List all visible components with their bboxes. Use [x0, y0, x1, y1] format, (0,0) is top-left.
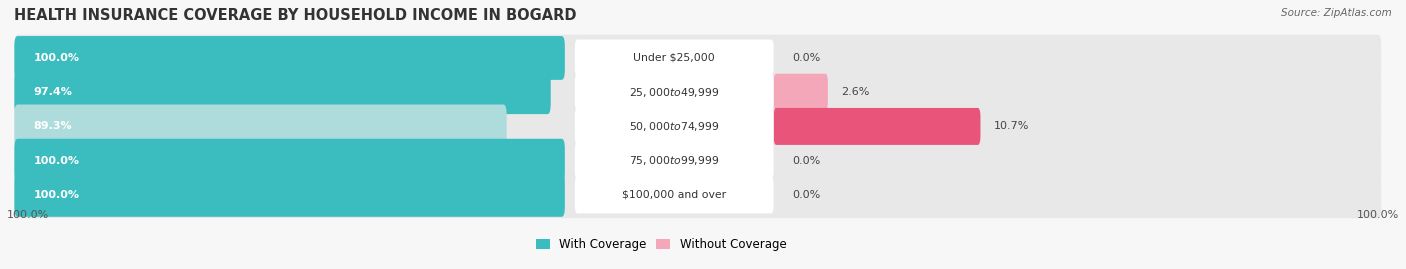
Text: Under $25,000: Under $25,000	[633, 53, 716, 63]
Text: $25,000 to $49,999: $25,000 to $49,999	[628, 86, 720, 99]
FancyBboxPatch shape	[575, 74, 773, 111]
FancyBboxPatch shape	[14, 35, 1381, 81]
Text: $100,000 and over: $100,000 and over	[623, 190, 727, 200]
Text: 0.0%: 0.0%	[792, 190, 820, 200]
FancyBboxPatch shape	[14, 70, 551, 114]
FancyBboxPatch shape	[14, 139, 565, 183]
FancyBboxPatch shape	[14, 172, 1381, 218]
FancyBboxPatch shape	[14, 103, 1381, 150]
Text: 10.7%: 10.7%	[994, 121, 1029, 132]
FancyBboxPatch shape	[575, 108, 773, 145]
Text: 100.0%: 100.0%	[34, 156, 79, 166]
Text: 100.0%: 100.0%	[34, 190, 79, 200]
FancyBboxPatch shape	[14, 173, 565, 217]
Text: 2.6%: 2.6%	[841, 87, 869, 97]
FancyBboxPatch shape	[575, 40, 773, 76]
FancyBboxPatch shape	[773, 108, 980, 145]
Text: 100.0%: 100.0%	[34, 53, 79, 63]
Text: 89.3%: 89.3%	[34, 121, 72, 132]
Legend: With Coverage, Without Coverage: With Coverage, Without Coverage	[531, 234, 792, 256]
Text: 100.0%: 100.0%	[1357, 210, 1399, 220]
FancyBboxPatch shape	[14, 36, 565, 80]
Text: Source: ZipAtlas.com: Source: ZipAtlas.com	[1281, 8, 1392, 18]
Text: 100.0%: 100.0%	[7, 210, 49, 220]
Text: $75,000 to $99,999: $75,000 to $99,999	[628, 154, 720, 167]
Text: HEALTH INSURANCE COVERAGE BY HOUSEHOLD INCOME IN BOGARD: HEALTH INSURANCE COVERAGE BY HOUSEHOLD I…	[14, 8, 576, 23]
FancyBboxPatch shape	[773, 74, 828, 111]
FancyBboxPatch shape	[14, 137, 1381, 184]
FancyBboxPatch shape	[575, 176, 773, 213]
FancyBboxPatch shape	[14, 69, 1381, 115]
FancyBboxPatch shape	[14, 105, 506, 148]
FancyBboxPatch shape	[575, 142, 773, 179]
Text: $50,000 to $74,999: $50,000 to $74,999	[628, 120, 720, 133]
Text: 0.0%: 0.0%	[792, 156, 820, 166]
Text: 97.4%: 97.4%	[34, 87, 72, 97]
Text: 0.0%: 0.0%	[792, 53, 820, 63]
